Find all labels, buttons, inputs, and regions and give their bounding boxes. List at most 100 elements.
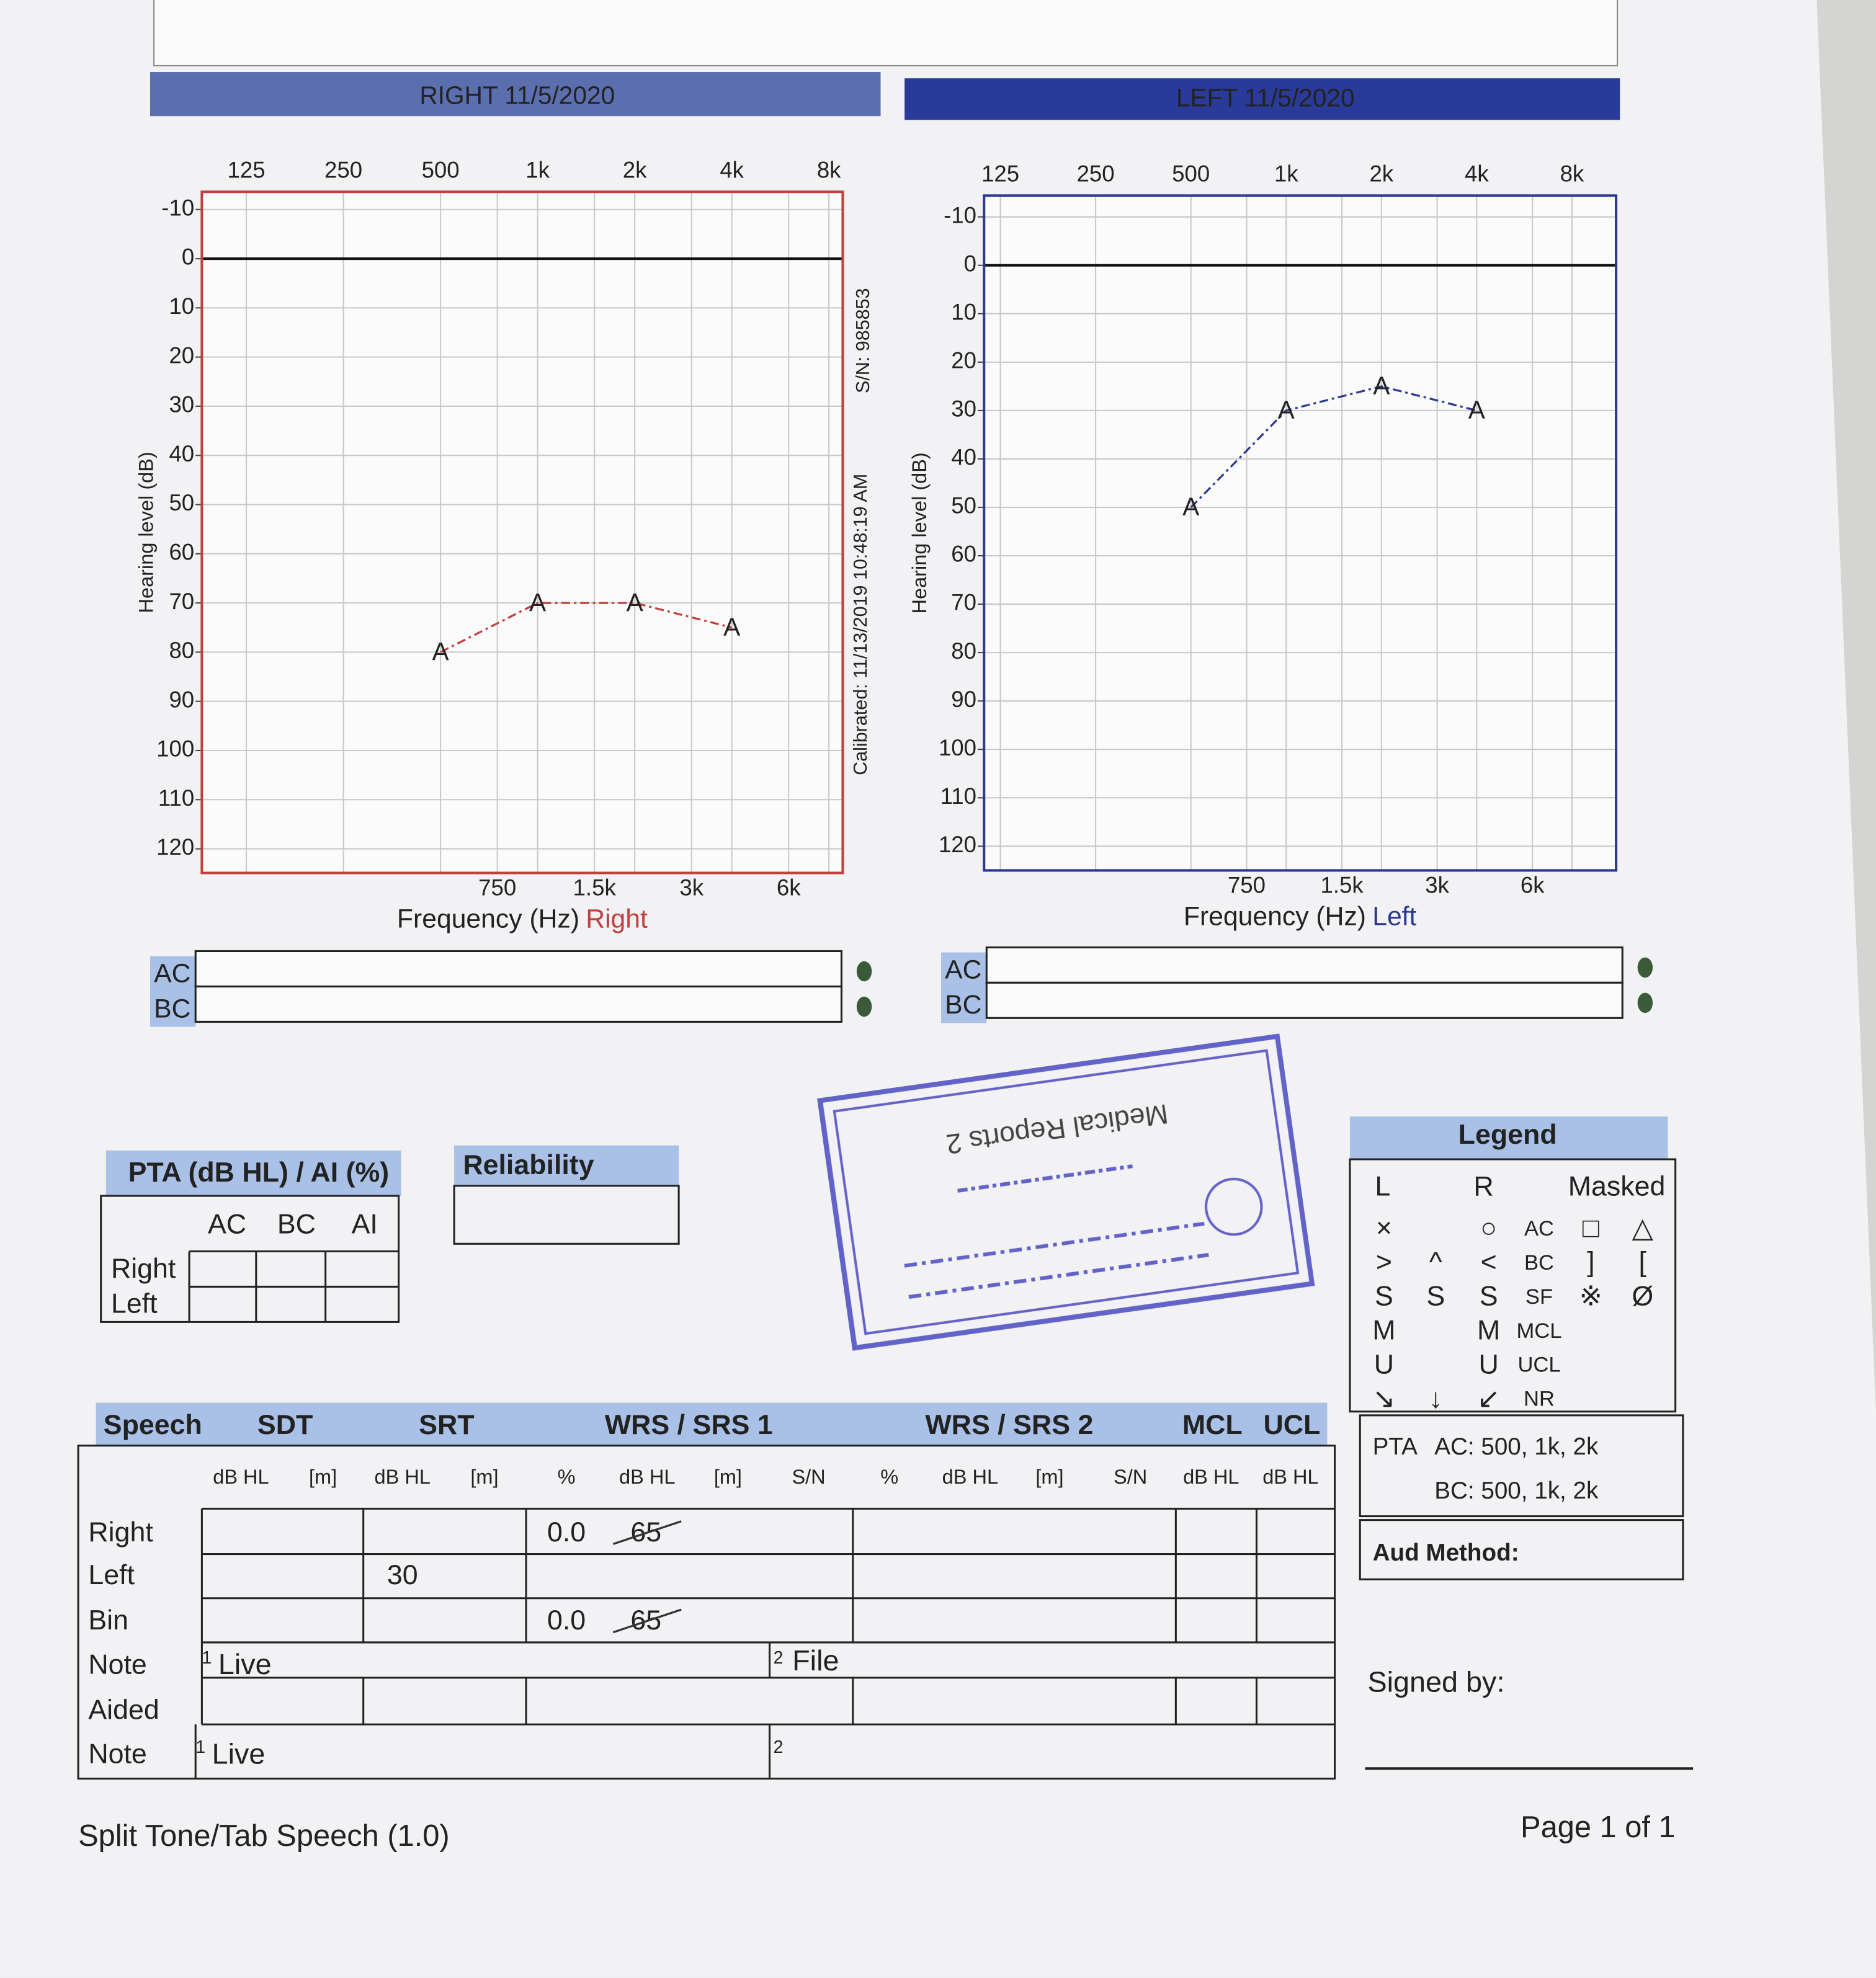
y-tick-label: 120 bbox=[156, 834, 194, 860]
y-tick-label: 110 bbox=[158, 785, 194, 811]
ac-bc-label: BC bbox=[945, 990, 981, 1020]
speech-subheader: dB HL bbox=[1183, 1466, 1239, 1488]
x-tick-label: 2k bbox=[623, 157, 647, 182]
speech-row-label: Note bbox=[88, 1649, 146, 1680]
legend-box bbox=[1349, 1158, 1677, 1413]
chart-title: LEFT 11/5/2020 bbox=[1176, 84, 1355, 112]
ac-bc-label: AC bbox=[154, 958, 190, 988]
ac-bc-label: AC bbox=[945, 955, 981, 984]
legend-symbol: S bbox=[1480, 1281, 1498, 1312]
speech-cell: 1 bbox=[202, 1648, 212, 1668]
legend-symbol: [ bbox=[1639, 1247, 1647, 1278]
strike bbox=[612, 1520, 682, 1545]
y-tick-label: 20 bbox=[951, 348, 976, 373]
speech-cell: Live bbox=[212, 1737, 266, 1770]
speech-subheader: % bbox=[880, 1466, 898, 1488]
speech-cell: 0.0 bbox=[547, 1517, 586, 1548]
legend-symbol: ] bbox=[1587, 1247, 1594, 1278]
x-axis-label-text: Frequency (Hz) bbox=[397, 904, 579, 934]
pta-column: AC bbox=[208, 1210, 246, 1240]
data-marker: A bbox=[723, 613, 741, 641]
pta-row: Left bbox=[111, 1289, 158, 1319]
legend-symbol: × bbox=[1376, 1213, 1392, 1244]
speech-subheader: dB HL bbox=[1262, 1466, 1318, 1488]
pta-column: AI bbox=[352, 1210, 378, 1240]
serial-number: S/N: 985853 bbox=[852, 288, 873, 393]
ac-bc-label-bg bbox=[150, 956, 196, 1027]
signed-by: Signed by: bbox=[1367, 1665, 1504, 1698]
y-tick-label: 100 bbox=[939, 735, 976, 760]
pta-title-bg bbox=[105, 1150, 401, 1196]
right-banner bbox=[150, 72, 881, 117]
y-tick-label: 0 bbox=[182, 244, 194, 270]
y-tick-label: 60 bbox=[951, 541, 976, 567]
speech-row-label: Right bbox=[88, 1517, 153, 1548]
speech-cell: 0.0 bbox=[547, 1605, 586, 1636]
y-tick-label: 90 bbox=[169, 687, 194, 712]
stamp-script bbox=[904, 1221, 1205, 1268]
legend-symbol: UCL bbox=[1517, 1353, 1560, 1377]
ac-bc-box bbox=[194, 985, 842, 1023]
speech-table bbox=[77, 1445, 1336, 1780]
footer-page: Page 1 of 1 bbox=[1521, 1811, 1676, 1844]
ac-bc-box bbox=[194, 950, 842, 987]
legend-symbol: S bbox=[1426, 1281, 1445, 1312]
pta-title: PTA (dB HL) / AI (%) bbox=[128, 1157, 390, 1188]
legend-column: R bbox=[1473, 1172, 1493, 1202]
legend-symbol: BC bbox=[1524, 1251, 1554, 1275]
x-axis-label-ear: Left bbox=[1372, 902, 1416, 932]
speech-header: SRT bbox=[419, 1410, 474, 1440]
x-tick-label: 1.5k bbox=[1320, 872, 1364, 898]
status-icon bbox=[1637, 957, 1653, 978]
x-tick-label: 6k bbox=[1521, 872, 1545, 898]
data-marker: A bbox=[627, 588, 644, 617]
speech-header: WRS / SRS 2 bbox=[925, 1410, 1093, 1440]
legend-symbol: △ bbox=[1632, 1213, 1654, 1244]
x-tick-label: 750 bbox=[478, 875, 516, 901]
x-axis-label: Frequency (Hz) Right bbox=[397, 904, 648, 934]
legend-symbol: M bbox=[1372, 1315, 1395, 1345]
x-tick-label: 750 bbox=[1228, 872, 1266, 898]
x-axis-label-ear: Right bbox=[586, 904, 648, 934]
left-banner bbox=[904, 78, 1620, 120]
y-tick-label: 70 bbox=[169, 589, 194, 614]
speech-subheader: dB HL bbox=[619, 1466, 675, 1488]
legend-symbol: ↙ bbox=[1477, 1383, 1500, 1414]
speech-header: WRS / SRS 1 bbox=[605, 1410, 773, 1440]
plot-frame bbox=[200, 190, 844, 875]
y-tick-label: 10 bbox=[169, 293, 194, 319]
stamp-script bbox=[957, 1164, 1133, 1193]
speech-subheader: [m] bbox=[309, 1466, 337, 1488]
legend-symbol: □ bbox=[1583, 1213, 1599, 1244]
data-marker: A bbox=[529, 588, 547, 617]
data-marker: A bbox=[432, 637, 450, 666]
speech-header-bg bbox=[96, 1402, 1328, 1446]
legend-pta: PTA bbox=[1373, 1433, 1418, 1460]
x-tick-label: 3k bbox=[1425, 872, 1449, 898]
y-tick-label: -10 bbox=[161, 195, 194, 220]
x-tick-label: 4k bbox=[720, 157, 744, 182]
speech-row-label: Bin bbox=[88, 1605, 128, 1636]
speech-header: Speech bbox=[104, 1410, 202, 1440]
legend-column: L bbox=[1375, 1172, 1390, 1202]
stamp-inner bbox=[833, 1049, 1300, 1335]
reliability-box bbox=[453, 1185, 680, 1245]
y-tick-label: 80 bbox=[169, 638, 194, 663]
footer-form: Split Tone/Tab Speech (1.0) bbox=[78, 1819, 450, 1853]
y-tick-label: 90 bbox=[951, 687, 976, 712]
speech-cell: 2 bbox=[774, 1648, 784, 1668]
speech-subheader: dB HL bbox=[942, 1466, 998, 1488]
speech-row-label: Note bbox=[88, 1739, 146, 1770]
strike bbox=[612, 1608, 682, 1634]
x-tick-label: 125 bbox=[228, 157, 266, 182]
legend-symbol: ↓ bbox=[1429, 1383, 1442, 1414]
y-tick-label: 30 bbox=[951, 396, 976, 422]
speech-subheader: S/N bbox=[792, 1466, 825, 1488]
reliability-title-bg bbox=[454, 1145, 679, 1186]
speech-cell: File bbox=[792, 1644, 839, 1677]
plot-area bbox=[984, 195, 1617, 871]
speech-cell: 2 bbox=[774, 1737, 784, 1757]
speech-cell: Live bbox=[218, 1648, 272, 1680]
stamp-outer bbox=[817, 1033, 1315, 1351]
